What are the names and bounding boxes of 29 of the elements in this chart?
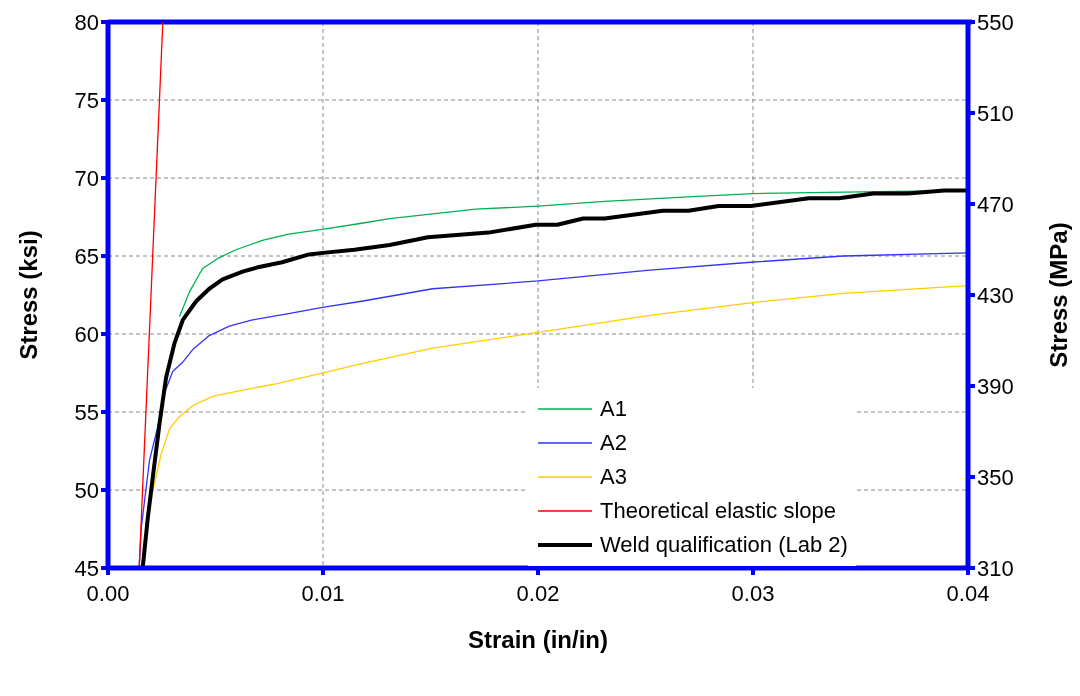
legend-label: A3 (600, 464, 627, 490)
x-axis-title: Strain (in/in) (468, 626, 608, 653)
y-tick-label: 55 (74, 399, 99, 425)
y-tick-label: 75 (74, 87, 99, 113)
x-tick-label: 0.00 (86, 580, 130, 606)
y2-axis-title: Stress (MPa) (1044, 222, 1072, 368)
x-tick-label: 0.04 (946, 580, 990, 606)
legend-label: Weld qualification (Lab 2) (600, 532, 848, 558)
y-tick-label: 50 (74, 477, 99, 503)
legend-label: A1 (600, 396, 627, 422)
y-tick-label: 70 (74, 165, 99, 191)
y-tick-label: 45 (74, 555, 99, 581)
y-tick-label: 80 (74, 9, 99, 35)
y2-tick-label: 550 (977, 9, 1014, 35)
y-axis-title: Stress (ksi) (14, 230, 42, 360)
y2-tick-label: 390 (977, 373, 1014, 399)
y-tick-label: 60 (74, 321, 99, 347)
y2-tick-label: 470 (977, 191, 1014, 217)
y2-tick-label: 350 (977, 464, 1014, 490)
x-tick-label: 0.02 (516, 580, 560, 606)
x-tick-label: 0.03 (731, 580, 775, 606)
y2-tick-label: 310 (977, 555, 1014, 581)
y2-tick-label: 430 (977, 282, 1014, 308)
legend-label: Theoretical elastic slope (600, 498, 837, 524)
y-tick-label: 65 (74, 243, 99, 269)
x-tick-label: 0.01 (301, 580, 345, 606)
line-series (140, 188, 968, 568)
legend-label: A2 (600, 430, 627, 456)
y2-tick-label: 510 (977, 100, 1014, 126)
